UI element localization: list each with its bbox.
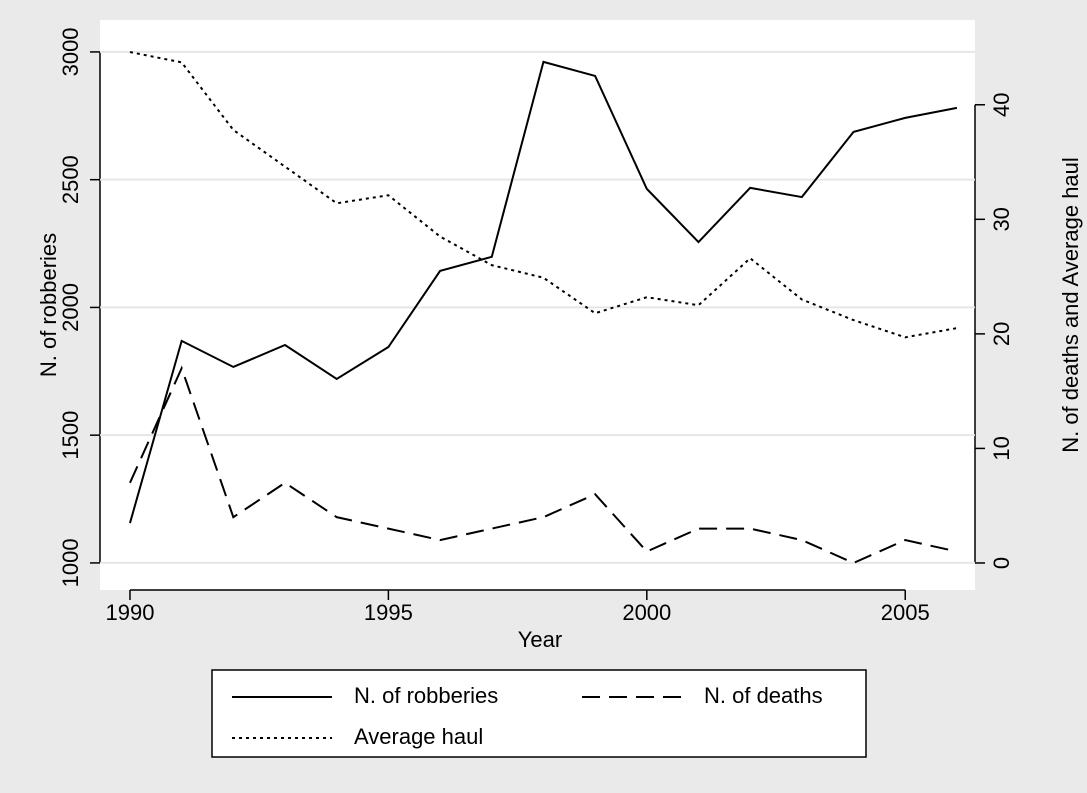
- y-tick-label: 1000: [58, 538, 83, 587]
- y-tick-label: 3000: [58, 27, 83, 76]
- y-tick-label: 1500: [58, 411, 83, 460]
- y2-tick-label: 20: [989, 322, 1014, 346]
- y2-tick-label: 10: [989, 436, 1014, 460]
- legend-label: Average haul: [354, 724, 483, 749]
- series-line: [129, 60, 958, 524]
- y2-tick-label: 0: [989, 557, 1014, 569]
- y2-tick-label: 40: [989, 93, 1014, 117]
- x-tick-label: 1990: [105, 600, 154, 625]
- y2-tick-label: 30: [989, 207, 1014, 231]
- x-tick-label: 2005: [881, 600, 930, 625]
- y-axis-title: N. of robberies: [36, 233, 61, 377]
- legend-label: N. of robberies: [354, 683, 498, 708]
- series-line: [129, 365, 958, 565]
- legend-box: [211, 669, 867, 758]
- y-tick-label: 2000: [58, 283, 83, 332]
- legend-label: N. of deaths: [704, 683, 823, 708]
- x-tick-label: 2000: [622, 600, 671, 625]
- y2-axis-title: N. of deaths and Average haul: [1058, 157, 1083, 453]
- x-axis-title: Year: [518, 627, 562, 652]
- plot-area: [100, 20, 975, 590]
- x-tick-label: 1995: [364, 600, 413, 625]
- y-tick-label: 2500: [58, 155, 83, 204]
